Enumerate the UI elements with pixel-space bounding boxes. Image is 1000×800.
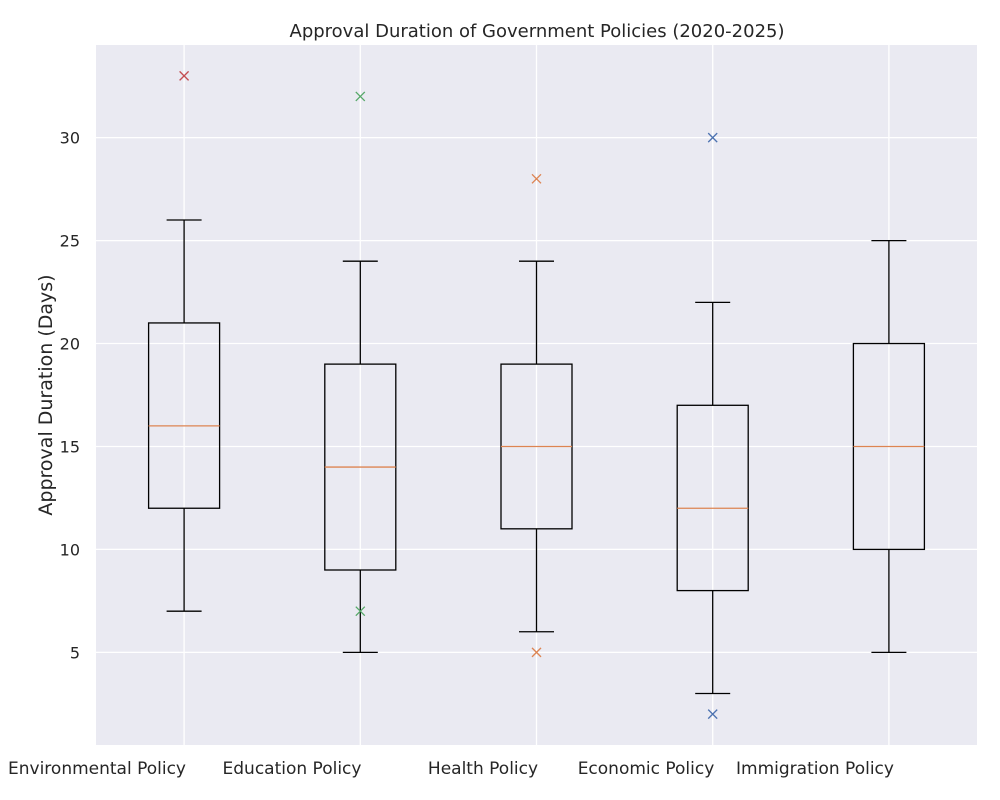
outliers <box>179 70 718 720</box>
box-group <box>324 260 397 654</box>
outlier-stroke <box>355 606 366 617</box>
outlier-stroke <box>531 647 542 658</box>
outlier-marker <box>355 606 366 617</box>
iqr-box <box>676 404 749 592</box>
outlier-marker <box>531 173 542 184</box>
y-tick-label: 25 <box>60 232 80 251</box>
x-tick-label: Environmental Policy <box>8 759 186 779</box>
outlier-marker <box>179 70 190 81</box>
y-tick-labels: 5 10 15 20 25 30 <box>60 129 80 663</box>
outlier-marker <box>707 132 718 143</box>
outlier-marker <box>355 91 366 102</box>
outlier-stroke <box>355 91 366 102</box>
outlier-stroke <box>179 70 190 81</box>
x-tick-label: Education Policy <box>223 759 362 779</box>
y-tick-label: 5 <box>70 643 80 662</box>
y-tick-label: 20 <box>60 335 80 354</box>
outlier-marker <box>531 647 542 658</box>
y-tick-label: 30 <box>60 129 80 148</box>
x-tick-labels: Environmental Policy Education Policy Heal… <box>8 759 894 779</box>
box-group <box>852 239 926 654</box>
iqr-box <box>147 322 221 509</box>
outlier-stroke <box>531 173 542 184</box>
chart-title: Approval Duration of Government Policies… <box>290 21 785 42</box>
box-group <box>500 260 573 633</box>
outlier-marker <box>707 709 718 720</box>
x-tick-label: Economic Policy <box>578 759 715 779</box>
box-group <box>147 219 221 612</box>
x-tick-label: Immigration Policy <box>736 759 894 779</box>
boxes <box>147 219 926 695</box>
x-tick-label: Health Policy <box>428 759 538 779</box>
outlier-stroke <box>707 132 718 143</box>
y-axis-label: Approval Duration (Days) <box>35 274 57 515</box>
y-tick-label: 10 <box>60 540 80 559</box>
box-group <box>676 301 749 695</box>
outlier-stroke <box>707 709 718 720</box>
y-tick-label: 15 <box>60 437 80 456</box>
